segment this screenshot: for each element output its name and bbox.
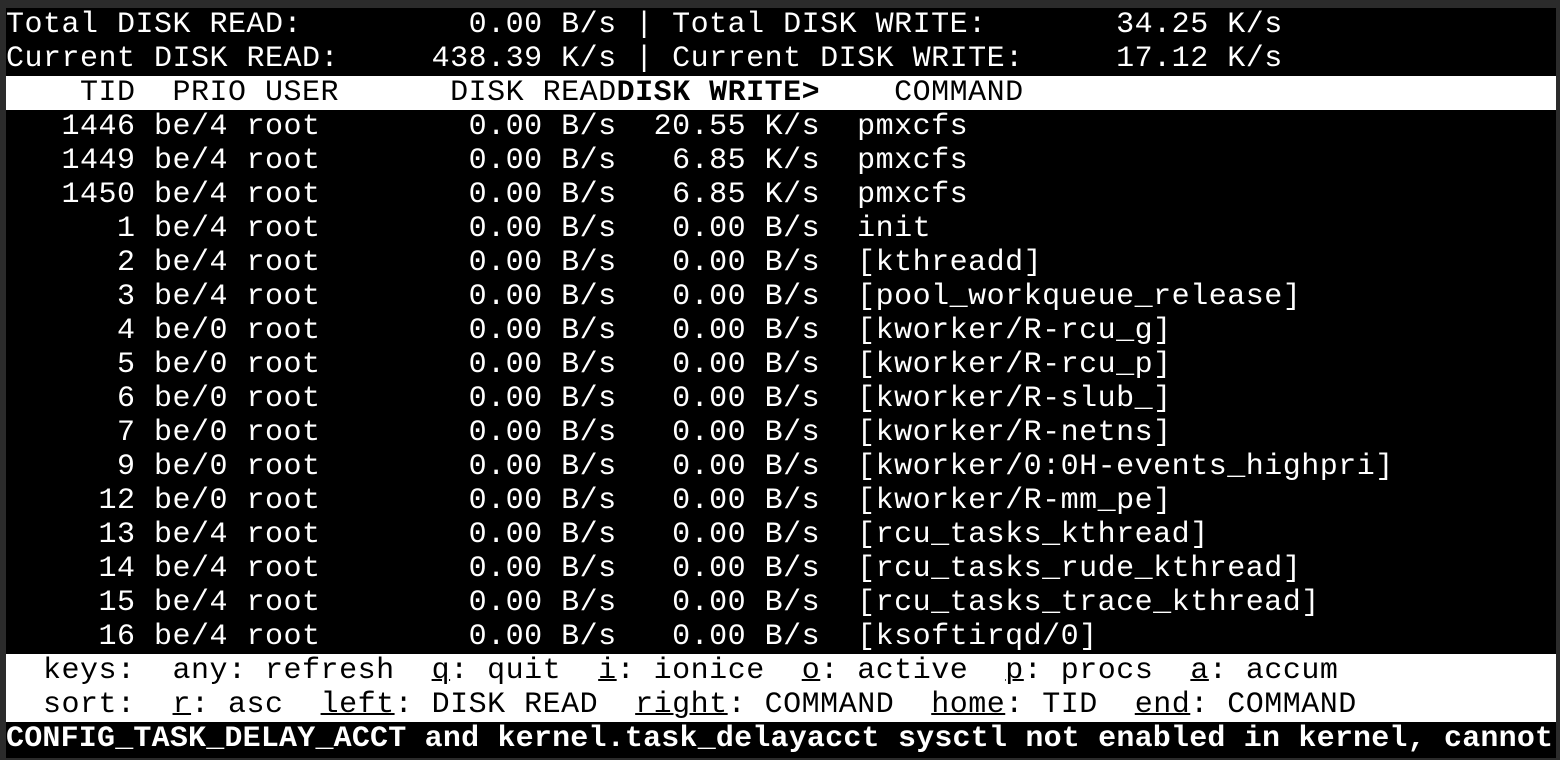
process-row: 16 be/4 root 0.00 B/s 0.00 B/s [ksoftirq… [6,620,1098,654]
help-text: any [172,654,229,688]
process-row: 1 be/4 root 0.00 B/s 0.00 B/s init [6,212,932,246]
command-column-header: COMMAND [820,76,1024,110]
hotkey-label: o [801,654,821,688]
help-text: : TID [1005,688,1098,722]
help-text: : asc [191,688,284,722]
process-row: 3 be/4 root 0.00 B/s 0.00 B/s [pool_work… [6,280,1302,314]
process-row: 2 be/4 root 0.00 B/s 0.00 B/s [kthreadd] [6,246,1043,280]
sort-column-header: DISK WRITE> [616,76,821,110]
help-text [894,688,931,722]
help-text [1153,654,1190,688]
process-row: 14 be/4 root 0.00 B/s 0.00 B/s [rcu_task… [6,552,1302,586]
hotkey-label: i [598,654,617,688]
process-row: 1449 be/4 root 0.00 B/s 6.85 K/s pmxcfs [6,144,969,178]
help-text: : COMMAND [1190,688,1357,722]
help-text: : ionice [616,654,765,688]
help-keys-line: keys: any: refresh q: quit i: ionice o: … [6,654,1556,688]
hotkey-label: right [635,688,728,722]
process-row: 4 be/0 root 0.00 B/s 0.00 B/s [kworker/R… [6,314,1172,348]
help-text [395,654,432,688]
help-text [561,654,598,688]
help-text [598,688,635,722]
hotkey-label: home [931,688,1006,722]
hotkey-label: left [320,688,395,722]
process-row: 12 be/0 root 0.00 B/s 0.00 B/s [kworker/… [6,484,1172,518]
status-message: CONFIG_TASK_DELAY_ACCT and kernel.task_d… [6,722,1554,756]
table-header-columns: TID PRIO USER DISK READ [6,76,617,110]
help-text [284,688,321,722]
current-disk-stats-line: Current DISK READ: 438.39 K/s | Current … [6,42,1283,76]
process-row: 1446 be/4 root 0.00 B/s 20.55 K/s pmxcfs [6,110,969,144]
process-row: 5 be/0 root 0.00 B/s 0.00 B/s [kworker/R… [6,348,1172,382]
help-text: : refresh [228,654,395,688]
process-row: 6 be/0 root 0.00 B/s 0.00 B/s [kworker/R… [6,382,1172,416]
help-sort-line: sort: r: asc left: DISK READ right: COMM… [6,688,1556,722]
hotkey-label: end [1134,688,1191,722]
table-header-row: TID PRIO USER DISK READDISK WRITE> COMMA… [6,76,1556,110]
iotop-terminal[interactable]: Total DISK READ: 0.00 B/s | Total DISK W… [6,8,1556,758]
help-text: keys: [6,654,173,688]
process-row: 7 be/0 root 0.00 B/s 0.00 B/s [kworker/R… [6,416,1172,450]
help-text [968,654,1005,688]
help-text: : active [820,654,969,688]
help-text: : quit [450,654,562,688]
process-row: 13 be/4 root 0.00 B/s 0.00 B/s [rcu_task… [6,518,1209,552]
process-row: 9 be/0 root 0.00 B/s 0.00 B/s [kworker/0… [6,450,1394,484]
hotkey-label: q [431,654,451,688]
process-row: 15 be/4 root 0.00 B/s 0.00 B/s [rcu_task… [6,586,1320,620]
hotkey-label: p [1005,654,1024,688]
help-text: : DISK READ [394,688,599,722]
help-text: sort: [6,688,173,722]
process-row: 1450 be/4 root 0.00 B/s 6.85 K/s pmxcfs [6,178,969,212]
help-text: : accum [1208,654,1339,688]
help-text: : procs [1023,654,1154,688]
process-table: 1446 be/4 root 0.00 B/s 20.55 K/s pmxcfs… [6,110,1556,654]
help-text [765,654,802,688]
total-disk-stats-line: Total DISK READ: 0.00 B/s | Total DISK W… [6,8,1283,42]
help-text: : COMMAND [727,688,895,722]
hotkey-label: r [172,688,192,722]
help-text [1098,688,1135,722]
hotkey-label: a [1190,654,1209,688]
